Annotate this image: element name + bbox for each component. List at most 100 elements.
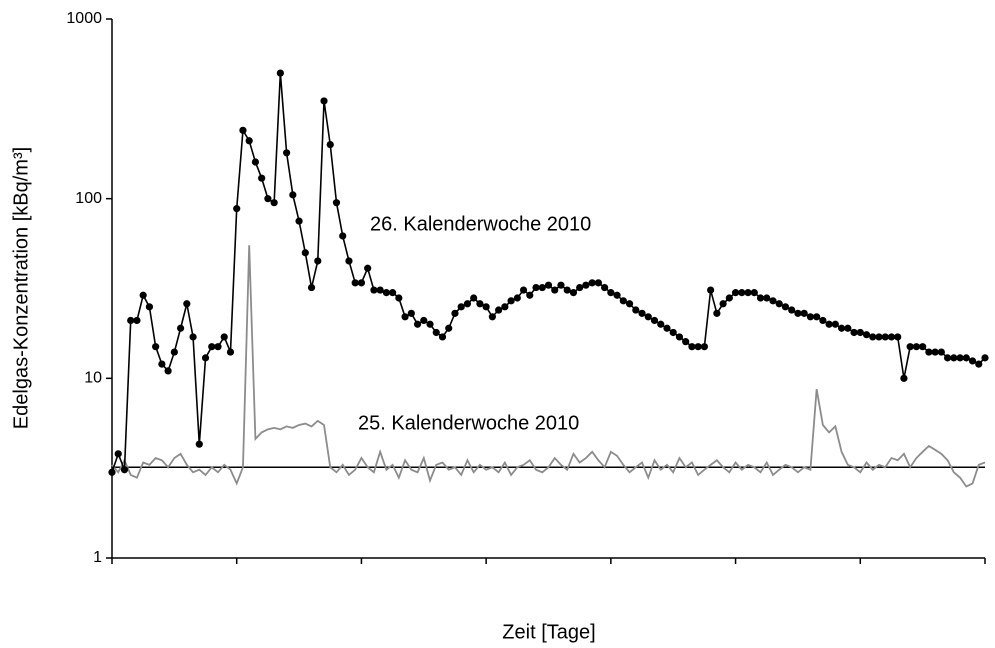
y-tick-label: 100 (75, 190, 102, 207)
data-point (389, 289, 397, 297)
data-point (694, 343, 702, 351)
data-point (625, 300, 634, 308)
data-point (526, 291, 534, 299)
data-point (295, 217, 303, 225)
data-point (682, 338, 690, 346)
data-point (725, 294, 733, 302)
data-point (345, 257, 353, 265)
data-point (794, 309, 802, 317)
data-point (170, 348, 178, 356)
data-point (856, 328, 864, 337)
x-axis-label: Zeit [Tage] (502, 621, 595, 643)
data-point (120, 466, 129, 474)
data-point (906, 343, 914, 351)
data-point (145, 303, 154, 311)
data-point (201, 354, 210, 362)
data-point (226, 348, 235, 356)
data-point (289, 191, 297, 199)
data-point (370, 286, 378, 294)
data-point (332, 199, 341, 207)
data-point (482, 303, 490, 311)
data-point (495, 306, 503, 314)
data-point (875, 333, 883, 341)
data-point (127, 316, 135, 325)
data-point (264, 195, 272, 203)
data-point (588, 279, 596, 287)
data-point (395, 294, 403, 302)
data-point (569, 289, 578, 297)
data-point (301, 249, 309, 257)
data-point (283, 149, 291, 157)
data-point (401, 313, 409, 321)
data-point (688, 343, 696, 351)
data-point (108, 468, 116, 476)
data-point (239, 126, 247, 134)
data-point (233, 205, 241, 213)
data-point (339, 232, 347, 240)
data-point (501, 303, 509, 311)
data-point (719, 300, 727, 308)
data-point (176, 324, 185, 332)
data-point (931, 348, 939, 356)
data-point (438, 333, 447, 341)
data-point (650, 316, 659, 325)
data-point (869, 333, 877, 341)
data-point (607, 289, 615, 297)
data-point (544, 281, 553, 289)
data-point (195, 440, 203, 448)
data-point (800, 309, 808, 317)
data-point (850, 328, 858, 337)
data-point (937, 348, 945, 356)
data-point (488, 313, 496, 321)
data-point (251, 158, 260, 166)
data-point (576, 283, 584, 292)
data-point (756, 294, 765, 302)
data-point (320, 97, 328, 105)
data-point (139, 291, 147, 299)
data-point (270, 199, 278, 207)
data-point (258, 174, 266, 182)
data-point (445, 324, 453, 332)
data-point (276, 69, 284, 77)
data-point (476, 300, 484, 308)
data-point (619, 297, 627, 305)
data-point (152, 343, 160, 351)
data-point (364, 264, 372, 272)
data-point (432, 328, 440, 337)
data-point (551, 286, 559, 294)
data-point (644, 313, 652, 321)
data-point (925, 348, 933, 356)
data-point (245, 137, 253, 145)
data-point (806, 313, 815, 321)
data-point (831, 320, 839, 328)
data-point (420, 316, 428, 325)
data-point (981, 354, 989, 362)
data-point (950, 354, 958, 362)
data-point (912, 343, 921, 351)
data-point (413, 320, 422, 328)
data-point (426, 320, 434, 328)
data-point (220, 333, 228, 341)
data-point (382, 289, 390, 297)
data-point (463, 300, 472, 308)
series-label: 25. Kalenderwoche 2010 (358, 412, 579, 434)
data-point (594, 279, 602, 287)
data-point (825, 320, 833, 328)
data-point (669, 328, 677, 337)
data-point (763, 294, 771, 302)
data-point (731, 289, 740, 297)
data-point (707, 286, 715, 294)
y-tick-label: 1 (93, 549, 102, 566)
data-point (862, 331, 871, 339)
data-point (968, 357, 977, 365)
data-point (314, 257, 322, 265)
data-point (407, 309, 415, 317)
data-point (214, 343, 222, 351)
data-point (744, 289, 752, 297)
data-point (189, 333, 197, 341)
data-point (451, 309, 459, 317)
data-point (601, 283, 609, 292)
data-point (781, 303, 790, 311)
data-point (613, 291, 621, 299)
data-point (887, 333, 896, 341)
